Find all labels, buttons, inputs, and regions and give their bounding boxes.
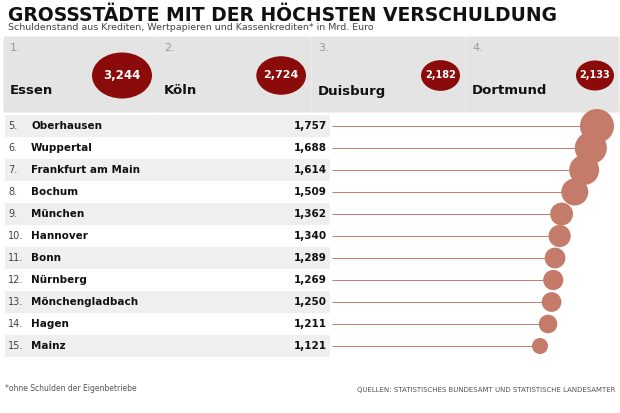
Text: 15.: 15. [8,341,24,351]
Text: 13.: 13. [8,297,24,307]
Text: 2,724: 2,724 [264,71,299,81]
Text: Nürnberg: Nürnberg [31,275,87,285]
Text: Köln: Köln [164,85,197,97]
Ellipse shape [576,60,614,90]
Text: 10.: 10. [8,231,24,241]
Bar [5,313,330,335]
Text: 1,757: 1,757 [294,121,327,131]
Text: Wuppertal: Wuppertal [31,143,93,153]
Text: 9.: 9. [8,209,17,219]
Text: Schuldenstand aus Krediten, Wertpapieren und Kassenkrediten* in Mrd. Euro: Schuldenstand aus Krediten, Wertpapieren… [8,23,374,32]
Circle shape [561,178,588,206]
Text: 1,121: 1,121 [294,341,327,351]
Circle shape [539,315,557,333]
Text: 1,509: 1,509 [294,187,327,197]
Circle shape [550,203,573,225]
Text: 1,340: 1,340 [294,231,327,241]
Text: 1,250: 1,250 [294,297,327,307]
Text: 2,182: 2,182 [425,71,456,81]
Circle shape [575,132,607,164]
Text: 12.: 12. [8,275,24,285]
FancyBboxPatch shape [4,36,157,112]
Text: Mönchengladbach: Mönchengladbach [31,297,138,307]
Text: 4.: 4. [472,43,483,53]
Text: 5.: 5. [8,121,17,131]
Text: 1,362: 1,362 [294,209,327,219]
Text: Bochum: Bochum [31,187,78,197]
Circle shape [543,270,564,290]
Bar [5,181,330,203]
Text: 1.: 1. [10,43,20,53]
Text: Hagen: Hagen [31,319,69,329]
Text: 7.: 7. [8,165,17,175]
Text: Essen: Essen [10,85,53,97]
Bar [5,335,330,357]
Text: 6.: 6. [8,143,17,153]
Circle shape [542,292,561,312]
FancyBboxPatch shape [157,36,311,112]
Bar [5,247,330,269]
Bar [5,115,330,137]
Bar [5,137,330,159]
Text: Dortmund: Dortmund [472,85,547,97]
Text: 3.: 3. [318,43,329,53]
Circle shape [569,155,599,185]
Text: Duisburg: Duisburg [318,85,386,97]
Bar [5,269,330,291]
Bar [5,159,330,181]
Bar [5,203,330,225]
Text: *ohne Schulden der Eigenbetriebe: *ohne Schulden der Eigenbetriebe [5,384,136,393]
Text: 1,688: 1,688 [294,143,327,153]
Ellipse shape [256,56,306,95]
Text: 14.: 14. [8,319,24,329]
Text: Oberhausen: Oberhausen [31,121,102,131]
Ellipse shape [92,52,152,98]
Text: 1,211: 1,211 [294,319,327,329]
Ellipse shape [421,60,460,91]
Circle shape [545,248,565,268]
Text: 11.: 11. [8,253,24,263]
Text: 2,133: 2,133 [580,71,610,81]
Text: München: München [31,209,84,219]
Text: Hannover: Hannover [31,231,88,241]
FancyBboxPatch shape [466,36,619,112]
Text: GROSSSTÄDTE MIT DER HÖCHSTEN VERSCHULDUNG: GROSSSTÄDTE MIT DER HÖCHSTEN VERSCHULDUN… [8,6,557,25]
Bar [5,225,330,247]
Text: 1,269: 1,269 [294,275,327,285]
Text: 1,289: 1,289 [294,253,327,263]
Circle shape [580,109,614,143]
Text: 8.: 8. [8,187,17,197]
Bar [5,291,330,313]
Text: 3,244: 3,244 [104,69,141,82]
Text: Bonn: Bonn [31,253,61,263]
Text: 1,614: 1,614 [294,165,327,175]
Circle shape [532,338,548,354]
Text: Mainz: Mainz [31,341,66,351]
Circle shape [549,225,571,247]
Text: Frankfurt am Main: Frankfurt am Main [31,165,140,175]
FancyBboxPatch shape [311,36,466,112]
Text: QUELLEN: STATISTISCHES BUNDESAMT UND STATISTISCHE LANDESAMTER: QUELLEN: STATISTISCHES BUNDESAMT UND STA… [356,387,615,393]
Text: 2.: 2. [164,43,175,53]
